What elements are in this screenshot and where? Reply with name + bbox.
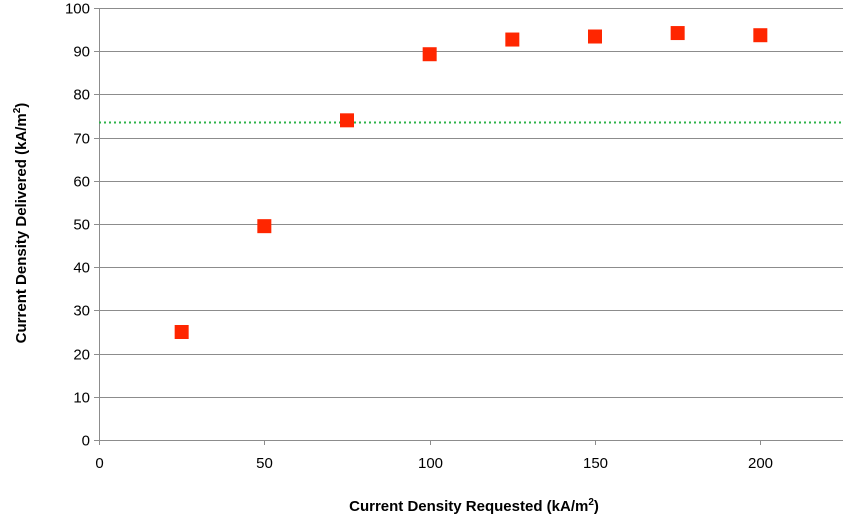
y-tick-label: 60 (73, 174, 90, 191)
data-point (340, 113, 354, 128)
y-tick-label: 90 (73, 44, 90, 61)
y-tick-label: 20 (73, 347, 90, 364)
y-axis-ticks: 0 10 20 30 40 50 60 70 80 90 100 (65, 1, 99, 450)
data-point (422, 47, 437, 62)
y-tick-label: 80 (73, 87, 90, 104)
y-tick-label: 0 (82, 433, 90, 450)
y-tick-label: 70 (73, 131, 90, 148)
y-tick-label: 100 (65, 1, 90, 18)
x-tick-label: 150 (583, 455, 608, 472)
y-axis-title: Current Density Delivered (kA/m2) (12, 103, 30, 344)
x-tick-label: 0 (95, 455, 103, 472)
data-point (670, 26, 685, 41)
y-tick-label: 40 (73, 260, 90, 277)
y-tick-label: 10 (73, 390, 90, 407)
data-point (505, 32, 520, 47)
data-point (174, 325, 189, 339)
x-tick-label: 50 (256, 455, 273, 472)
y-tick-label: 50 (73, 217, 90, 234)
grid-lines (99, 8, 843, 398)
x-tick-label: 200 (748, 455, 773, 472)
x-axis-title: Current Density Requested (kA/m2) (349, 497, 599, 515)
x-tick-label: 100 (418, 455, 443, 472)
y-tick-label: 30 (73, 303, 90, 320)
x-axis-ticks: 0 50 100 150 200 (95, 440, 773, 472)
data-point (753, 28, 768, 43)
data-point (257, 219, 272, 234)
data-points (174, 26, 768, 339)
data-point (588, 29, 602, 44)
